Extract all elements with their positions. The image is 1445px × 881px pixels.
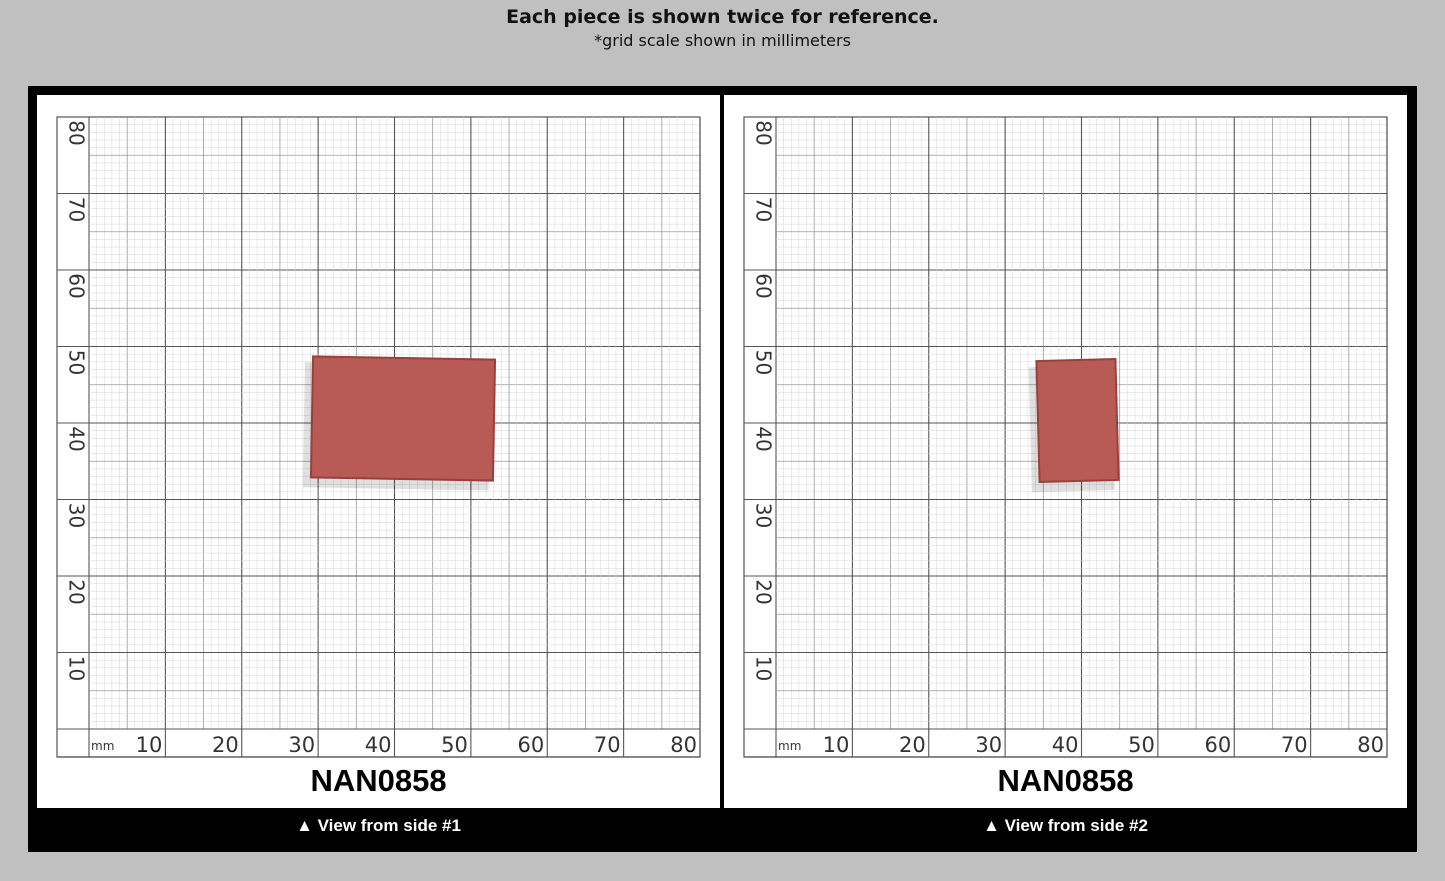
x-scale-label: 70 bbox=[1281, 733, 1308, 757]
y-scale-label: 50 bbox=[65, 350, 89, 375]
x-scale-label: 40 bbox=[1052, 733, 1079, 757]
y-scale-label: 60 bbox=[65, 273, 89, 298]
x-scale-label: 30 bbox=[975, 733, 1002, 757]
frame: 80 70 60 50 40 30 20 10 mm 10 20 30 40 50 60 70 80 NAN085… bbox=[28, 86, 1417, 852]
x-scale-label: 20 bbox=[212, 733, 239, 757]
y-scale-label: 20 bbox=[752, 579, 776, 604]
y-scale-label: 30 bbox=[752, 503, 776, 528]
y-scale-label: 10 bbox=[65, 656, 89, 681]
y-scale-label: 60 bbox=[752, 273, 776, 298]
x-scale-label: 70 bbox=[594, 733, 621, 757]
y-scale-label: 20 bbox=[65, 579, 89, 604]
x-scale-label: 50 bbox=[1128, 733, 1155, 757]
x-scale-label: 80 bbox=[670, 733, 697, 757]
x-scale-label: 30 bbox=[288, 733, 315, 757]
y-scale-label: 10 bbox=[752, 656, 776, 681]
piece-code: NAN0858 bbox=[310, 763, 447, 798]
x-scale-label: 60 bbox=[1205, 733, 1232, 757]
caption: ▲ View from side #1 bbox=[296, 816, 461, 835]
y-scale-label: 30 bbox=[65, 503, 89, 528]
y-scale-label: 80 bbox=[752, 120, 776, 145]
x-scale-label: 10 bbox=[136, 733, 163, 757]
title: Each piece is shown twice for reference. bbox=[506, 6, 939, 28]
x-scale-label: 40 bbox=[365, 733, 392, 757]
caption: ▲ View from side #2 bbox=[983, 816, 1148, 835]
photo-panel: 80 70 60 50 40 30 20 10 mm 10 20 30 40 50 60 70 80 NAN085… bbox=[724, 95, 1407, 808]
x-scale-label: 80 bbox=[1357, 733, 1384, 757]
x-scale-label: 20 bbox=[899, 733, 926, 757]
x-scale-label: 60 bbox=[518, 733, 545, 757]
grid-photo: 80 70 60 50 40 30 20 10 mm 10 20 30 40 50 60 70 80 bbox=[743, 116, 1388, 758]
y-scale-label: 70 bbox=[752, 197, 776, 222]
subtitle: *grid scale shown in millimeters bbox=[594, 31, 851, 50]
piece-code: NAN0858 bbox=[997, 763, 1134, 798]
unit-label: mm bbox=[778, 739, 801, 753]
y-scale-label: 80 bbox=[65, 120, 89, 145]
x-scale-label: 50 bbox=[441, 733, 468, 757]
grid-photo: 80 70 60 50 40 30 20 10 mm 10 20 30 40 50 60 70 80 bbox=[56, 116, 701, 758]
y-scale-label: 40 bbox=[752, 426, 776, 451]
piece bbox=[1035, 357, 1120, 484]
photo-panel: 80 70 60 50 40 30 20 10 mm 10 20 30 40 50 60 70 80 NAN085… bbox=[37, 95, 720, 808]
unit-label: mm bbox=[91, 739, 114, 753]
y-scale-label: 70 bbox=[65, 197, 89, 222]
piece bbox=[309, 355, 497, 482]
y-scale-label: 50 bbox=[752, 350, 776, 375]
y-scale-label: 40 bbox=[65, 426, 89, 451]
x-scale-label: 10 bbox=[823, 733, 850, 757]
